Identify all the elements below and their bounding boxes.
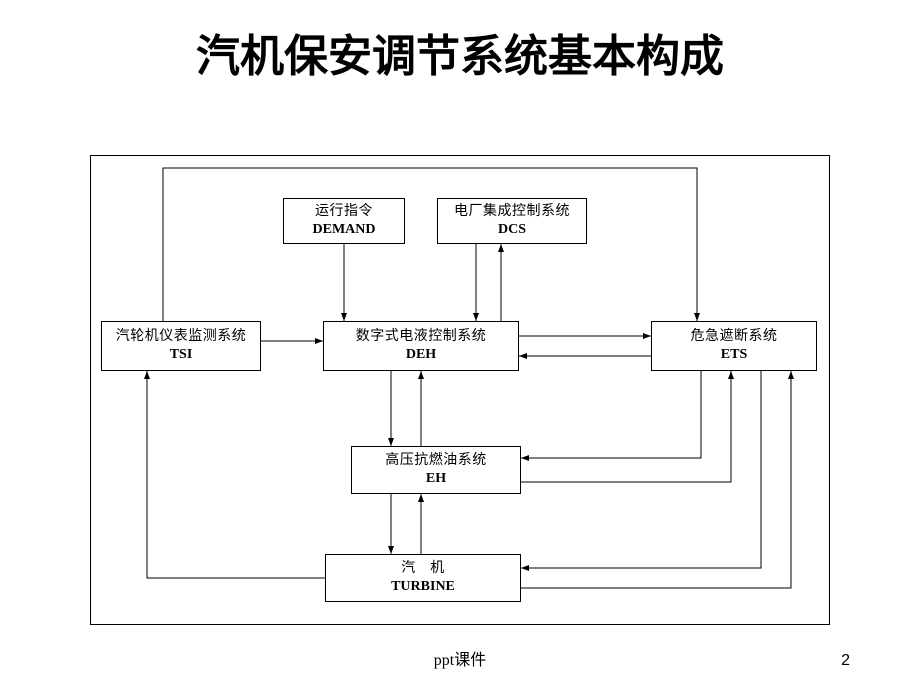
- node-demand: 运行指令 DEMAND: [283, 198, 405, 244]
- node-tsi: 汽轮机仪表监测系统 TSI: [101, 321, 261, 371]
- node-tsi-label-cn: 汽轮机仪表监测系统: [116, 328, 247, 346]
- node-deh-label-cn: 数字式电液控制系统: [356, 328, 487, 346]
- node-turbine-label-en: TURBINE: [391, 578, 455, 596]
- node-deh-label-en: DEH: [406, 346, 436, 364]
- diagram-container: 运行指令 DEMAND 电厂集成控制系统 DCS 汽轮机仪表监测系统 TSI 数…: [90, 155, 830, 625]
- page-number: 2: [841, 652, 850, 670]
- node-dcs: 电厂集成控制系统 DCS: [437, 198, 587, 244]
- node-ets-label-en: ETS: [721, 346, 747, 364]
- node-dcs-label-cn: 电厂集成控制系统: [454, 203, 570, 221]
- node-turbine: 汽 机 TURBINE: [325, 554, 521, 602]
- node-ets: 危急遮断系统 ETS: [651, 321, 817, 371]
- node-ets-label-cn: 危急遮断系统: [691, 328, 778, 346]
- node-eh: 高压抗燃油系统 EH: [351, 446, 521, 494]
- footer-label: ppt课件: [0, 646, 920, 670]
- node-deh: 数字式电液控制系统 DEH: [323, 321, 519, 371]
- node-tsi-label-en: TSI: [170, 346, 193, 364]
- node-demand-label-en: DEMAND: [313, 221, 376, 239]
- node-dcs-label-en: DCS: [498, 221, 526, 239]
- node-eh-label-cn: 高压抗燃油系统: [385, 452, 487, 470]
- page-title: 汽机保安调节系统基本构成: [0, 20, 920, 84]
- node-demand-label-cn: 运行指令: [315, 203, 373, 221]
- node-turbine-label-cn: 汽 机: [401, 560, 445, 578]
- node-eh-label-en: EH: [426, 470, 446, 488]
